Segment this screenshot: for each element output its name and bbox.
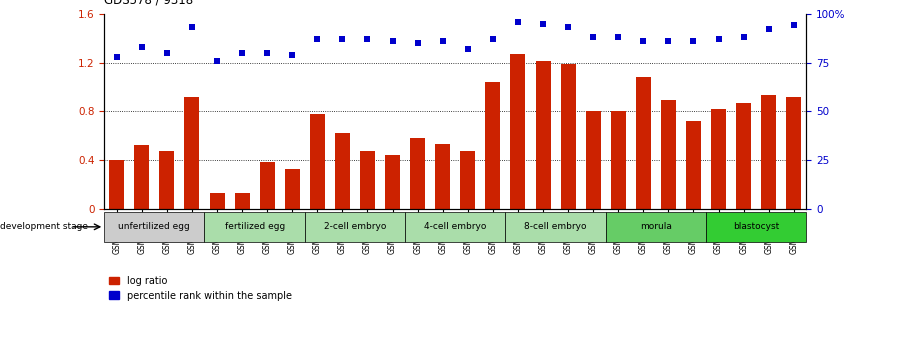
- Point: [661, 38, 676, 44]
- Point: [135, 44, 149, 50]
- Text: GDS578 / 9318: GDS578 / 9318: [104, 0, 193, 6]
- Text: development stage: development stage: [0, 222, 88, 231]
- Point: [686, 38, 700, 44]
- Point: [711, 36, 726, 42]
- Bar: [159, 151, 174, 209]
- Bar: [104, 212, 205, 241]
- Bar: [535, 61, 551, 209]
- Bar: [736, 103, 751, 209]
- Bar: [304, 212, 405, 241]
- Point: [385, 38, 400, 44]
- Text: 2-cell embryo: 2-cell embryo: [323, 222, 386, 231]
- Bar: [110, 160, 124, 209]
- Point: [335, 36, 350, 42]
- Bar: [606, 212, 706, 241]
- Bar: [611, 111, 626, 209]
- Legend: log ratio, percentile rank within the sample: log ratio, percentile rank within the sa…: [109, 276, 292, 300]
- Bar: [260, 162, 275, 209]
- Bar: [660, 100, 676, 209]
- Point: [761, 27, 776, 32]
- Bar: [385, 155, 400, 209]
- Bar: [185, 97, 199, 209]
- Bar: [686, 121, 701, 209]
- Point: [235, 50, 249, 56]
- Point: [636, 38, 651, 44]
- Point: [285, 52, 300, 58]
- Bar: [506, 212, 606, 241]
- Bar: [310, 114, 325, 209]
- Bar: [761, 96, 776, 209]
- Bar: [335, 133, 350, 209]
- Point: [210, 58, 225, 63]
- Bar: [510, 54, 525, 209]
- Bar: [636, 77, 651, 209]
- Bar: [410, 138, 425, 209]
- Bar: [134, 145, 149, 209]
- Point: [486, 36, 500, 42]
- Point: [611, 34, 625, 40]
- Bar: [360, 151, 375, 209]
- Bar: [486, 82, 500, 209]
- Point: [159, 50, 174, 56]
- Point: [511, 19, 525, 24]
- Point: [410, 40, 425, 46]
- Point: [786, 23, 801, 28]
- Point: [310, 36, 324, 42]
- Text: 8-cell embryo: 8-cell embryo: [525, 222, 587, 231]
- Bar: [209, 193, 225, 209]
- Point: [561, 25, 575, 30]
- Point: [535, 21, 550, 26]
- Point: [737, 34, 751, 40]
- Point: [185, 25, 199, 30]
- Bar: [235, 193, 250, 209]
- Bar: [706, 212, 806, 241]
- Bar: [405, 212, 506, 241]
- Bar: [786, 97, 801, 209]
- Text: 4-cell embryo: 4-cell embryo: [424, 222, 487, 231]
- Text: fertilized egg: fertilized egg: [225, 222, 284, 231]
- Point: [436, 38, 450, 44]
- Bar: [711, 109, 726, 209]
- Point: [361, 36, 375, 42]
- Point: [460, 46, 475, 52]
- Bar: [561, 64, 575, 209]
- Bar: [460, 151, 476, 209]
- Point: [260, 50, 275, 56]
- Text: blastocyst: blastocyst: [733, 222, 779, 231]
- Bar: [205, 212, 304, 241]
- Point: [586, 34, 601, 40]
- Text: morula: morula: [640, 222, 672, 231]
- Text: unfertilized egg: unfertilized egg: [119, 222, 190, 231]
- Point: [110, 54, 124, 59]
- Bar: [435, 144, 450, 209]
- Bar: [585, 111, 601, 209]
- Bar: [284, 168, 300, 209]
